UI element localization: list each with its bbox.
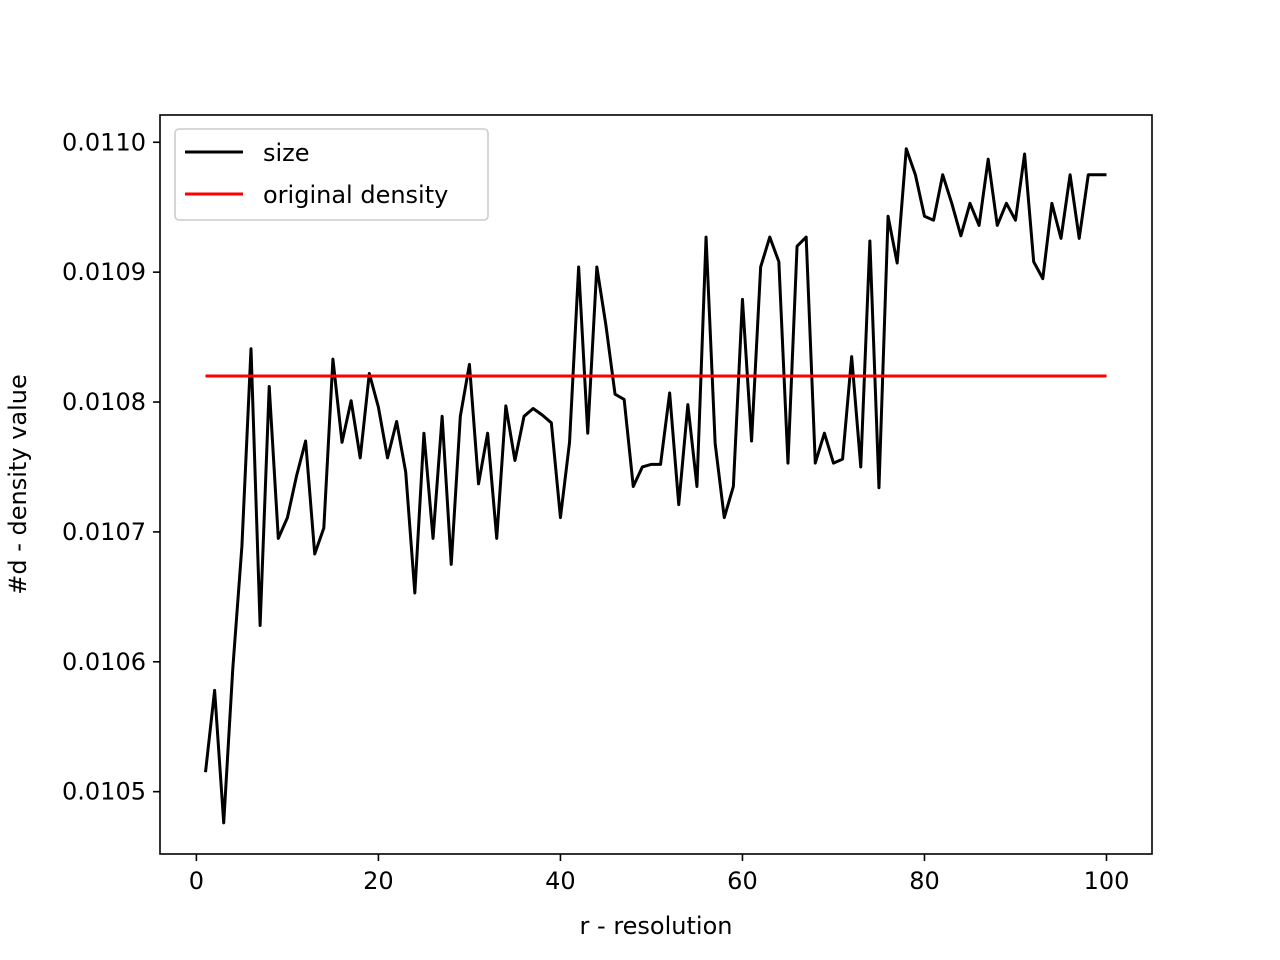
y-tick-label: 0.0109 bbox=[62, 258, 146, 286]
x-tick-label: 100 bbox=[1084, 867, 1130, 895]
plot-area bbox=[204, 147, 1107, 825]
x-axis-ticks: 0 20 40 60 80 100 bbox=[189, 854, 1130, 895]
series-line-size bbox=[204, 147, 1107, 825]
x-tick-label: 60 bbox=[727, 867, 758, 895]
x-tick-label: 0 bbox=[189, 867, 204, 895]
x-tick-label: 80 bbox=[909, 867, 940, 895]
y-tick-label: 0.0107 bbox=[62, 518, 146, 546]
y-tick-label: 0.0106 bbox=[62, 648, 146, 676]
axes-frame bbox=[159, 114, 1153, 855]
x-tick-label: 40 bbox=[545, 867, 576, 895]
legend-box bbox=[174, 128, 489, 221]
y-tick-label: 0.0108 bbox=[62, 388, 146, 416]
x-axis-label: r - resolution bbox=[580, 912, 733, 940]
y-axis-label: #d - density value bbox=[4, 374, 32, 594]
x-tick-label: 20 bbox=[363, 867, 394, 895]
legend-label-size: size bbox=[263, 139, 310, 167]
legend: size original density bbox=[174, 128, 489, 221]
y-axis-ticks: 0.0105 0.0106 0.0107 0.0108 0.0109 0.0110 bbox=[62, 128, 160, 806]
y-tick-label: 0.0105 bbox=[62, 778, 146, 806]
y-tick-label: 0.0110 bbox=[62, 128, 146, 156]
legend-label-original-density: original density bbox=[263, 181, 448, 209]
